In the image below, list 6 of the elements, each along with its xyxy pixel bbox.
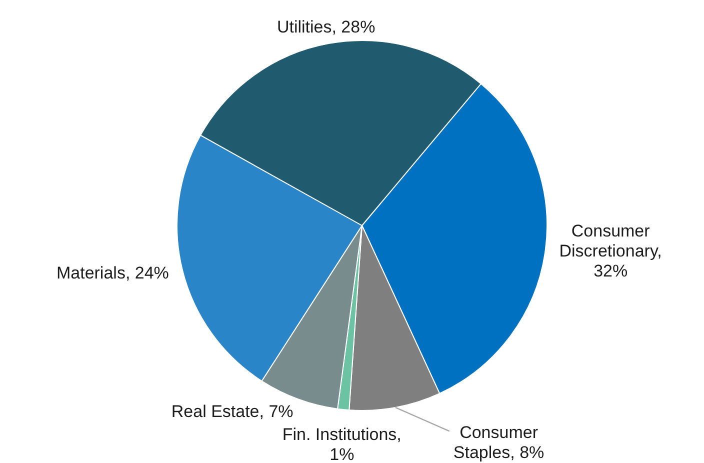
slice-label: Consumer Staples, 8% [453,422,544,462]
slice-label: Utilities, 28% [276,17,376,36]
slice-label: Fin. Institutions, 1% [282,425,402,463]
slice-label: Real Estate, 7% [171,402,294,421]
slice-label: Consumer Discretionary, 32% [559,222,662,281]
slice-label: Materials, 24% [56,263,169,282]
